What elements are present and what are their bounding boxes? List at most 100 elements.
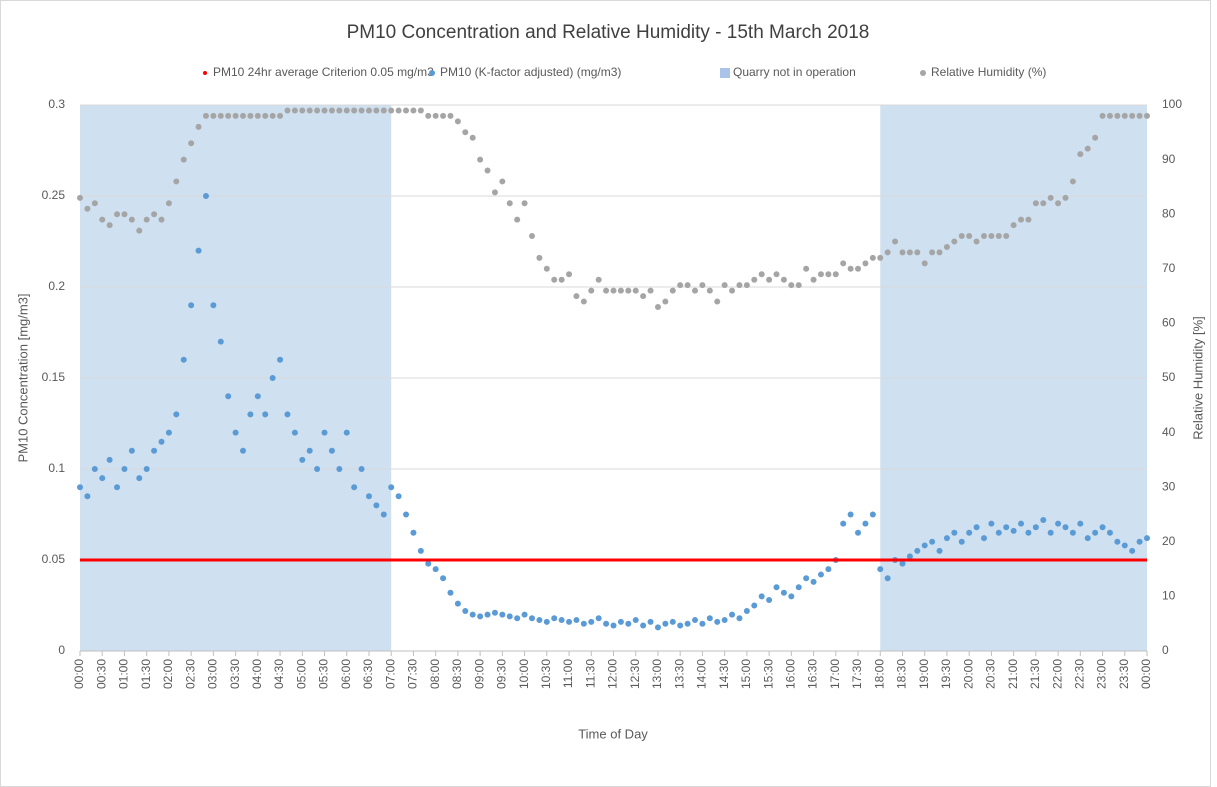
- pm10-point: [469, 611, 476, 618]
- pm10-point: [425, 560, 432, 567]
- x-tick-label: 09:00: [472, 659, 486, 689]
- humidity-point: [91, 200, 98, 207]
- pm10-point: [988, 520, 995, 527]
- humidity-point: [1025, 216, 1032, 223]
- pm10-point: [914, 547, 921, 554]
- pm10-point: [158, 438, 165, 445]
- humidity-point: [247, 112, 254, 119]
- legend-marker: [920, 70, 926, 76]
- humidity-point: [884, 249, 891, 256]
- y2-tick-label: 70: [1162, 261, 1176, 275]
- x-tick-label: 09:30: [495, 659, 509, 689]
- pm10-point: [677, 622, 684, 629]
- humidity-point: [1136, 112, 1143, 119]
- humidity-point: [506, 200, 513, 207]
- pm10-point: [766, 597, 773, 604]
- x-tick-label: 03:30: [228, 659, 242, 689]
- pm10-point: [869, 511, 876, 518]
- humidity-point: [351, 107, 358, 114]
- humidity-point: [114, 211, 121, 218]
- pm10-point: [343, 429, 350, 436]
- pm10-point: [432, 566, 439, 573]
- humidity-point: [1129, 112, 1136, 119]
- humidity-point: [588, 287, 595, 294]
- pm10-point: [143, 466, 150, 472]
- pm10-point: [121, 466, 128, 472]
- pm10-point: [321, 429, 328, 436]
- y-tick-label: 0.05: [42, 552, 66, 566]
- pm10-point: [573, 617, 580, 624]
- y-tick-label: 0.25: [42, 188, 66, 202]
- humidity-point: [469, 134, 476, 141]
- pm10-point: [958, 538, 965, 545]
- humidity-point: [165, 200, 172, 207]
- humidity-point: [180, 156, 187, 163]
- pm10-point: [447, 589, 454, 596]
- humidity-point: [388, 107, 395, 114]
- legend-label: PM10 24hr average Criterion 0.05 mg/m3: [213, 65, 434, 79]
- y2-tick-label: 60: [1162, 316, 1176, 330]
- x-tick-label: 13:00: [650, 659, 664, 689]
- pm10-point: [640, 622, 647, 629]
- humidity-point: [684, 282, 691, 289]
- y2-axis-title: Relative Humidity [%]: [1190, 316, 1205, 440]
- humidity-point: [195, 123, 202, 130]
- x-tick-label: 01:30: [139, 659, 153, 689]
- pm10-point: [1062, 524, 1069, 531]
- pm10-point: [403, 511, 410, 518]
- pm10-point: [1136, 538, 1143, 545]
- humidity-point: [662, 298, 669, 305]
- pm10-point: [662, 620, 669, 627]
- x-tick-label: 13:30: [672, 659, 686, 689]
- pm10-point: [99, 475, 106, 482]
- humidity-point: [669, 287, 676, 294]
- x-tick-label: 07:00: [383, 659, 397, 689]
- humidity-point: [158, 216, 165, 223]
- pm10-point: [454, 600, 461, 607]
- humidity-point: [410, 107, 417, 114]
- x-tick-label: 16:00: [784, 659, 798, 689]
- pm10-point: [788, 593, 795, 600]
- pm10-point: [1032, 524, 1039, 531]
- x-tick-label: 20:30: [984, 659, 998, 689]
- humidity-point: [358, 107, 365, 114]
- humidity-point: [210, 112, 217, 119]
- humidity-point: [980, 233, 987, 240]
- humidity-point: [403, 107, 410, 114]
- pm10-point: [77, 484, 83, 491]
- humidity-point: [721, 282, 728, 289]
- humidity-point: [528, 233, 535, 240]
- humidity-point: [966, 233, 973, 240]
- pm10-point: [603, 620, 610, 627]
- pm10-point: [840, 520, 847, 527]
- y-tick-label: 0: [58, 643, 65, 657]
- pm10-point: [936, 547, 943, 554]
- humidity-point: [254, 112, 261, 119]
- pm10-point: [669, 618, 676, 625]
- humidity-point: [1092, 134, 1099, 141]
- humidity-point: [847, 265, 854, 272]
- legend-marker: [720, 68, 730, 78]
- pm10-point: [225, 393, 232, 400]
- pm10-point: [684, 620, 691, 627]
- pm10-point: [1121, 542, 1128, 549]
- humidity-point: [128, 216, 135, 223]
- humidity-point: [373, 107, 380, 114]
- humidity-point: [595, 276, 602, 283]
- pm10-point: [136, 475, 143, 482]
- pm10-point: [632, 617, 639, 624]
- pm10-point: [654, 624, 661, 631]
- pm10-point: [929, 538, 936, 545]
- pm10-point: [91, 466, 98, 472]
- humidity-point: [321, 107, 328, 114]
- humidity-point: [1144, 112, 1150, 119]
- y2-tick-label: 80: [1162, 206, 1176, 220]
- x-tick-label: 22:00: [1050, 659, 1064, 689]
- x-tick-label: 06:30: [361, 659, 375, 689]
- pm10-point: [884, 575, 891, 582]
- humidity-point: [892, 238, 899, 245]
- y2-tick-label: 100: [1162, 97, 1182, 111]
- pm10-point: [314, 466, 321, 472]
- humidity-point: [625, 287, 632, 294]
- humidity-point: [758, 271, 765, 278]
